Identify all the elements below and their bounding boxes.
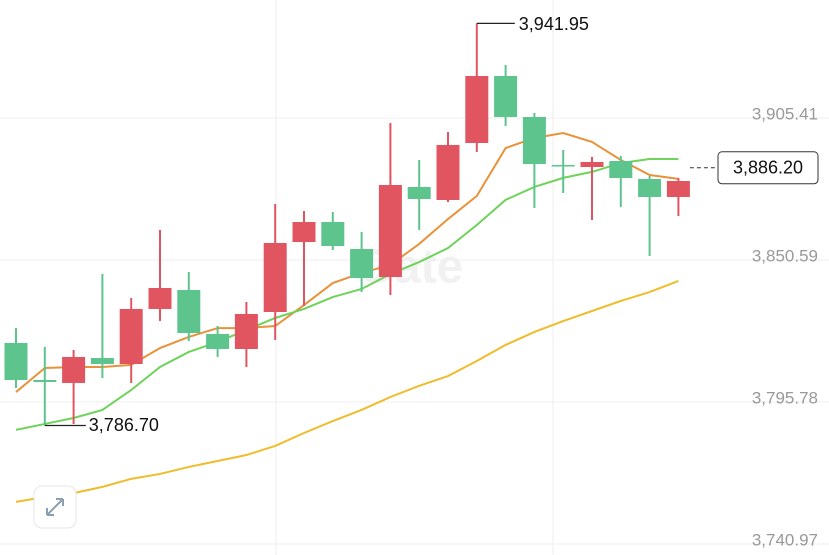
candle-body [33,379,57,382]
candle-body [148,288,172,309]
candle-body [234,313,258,350]
candle-body [292,222,316,243]
last-price-label: 3,886.20 [733,158,803,178]
candle-body [465,75,489,144]
candle-body [407,186,431,200]
last-price-box [717,151,819,185]
ma-line [15,132,679,393]
min-marker-label: 3,786.70 [89,415,159,435]
expand-button[interactable] [33,485,77,529]
candle-body [666,181,690,197]
candle-body [494,75,518,117]
candle-body [90,357,114,364]
candle-body [522,116,546,164]
ma-line [15,157,679,431]
expand-icon [46,498,64,516]
y-tick-label: 3,905.41 [752,104,818,123]
y-tick-label: 3,795.78 [752,388,818,407]
candle-body [177,289,201,333]
candle-body [350,248,374,278]
candle-body [436,144,460,200]
y-tick-label: 3,850.59 [752,246,818,265]
candle-body [263,242,287,312]
candle-body [551,164,575,167]
candle-body [4,342,28,380]
candle-body [119,308,143,364]
candle-body [321,222,345,246]
candle-body [62,356,86,383]
candle-body [378,184,402,277]
ma-line [15,280,679,503]
candle-body [206,333,230,350]
max-marker-label: 3,941.95 [519,14,589,34]
candle-body [609,161,633,178]
y-tick-label: 3,740.97 [752,530,818,549]
candle-body [580,161,604,167]
candle-body [638,178,662,197]
